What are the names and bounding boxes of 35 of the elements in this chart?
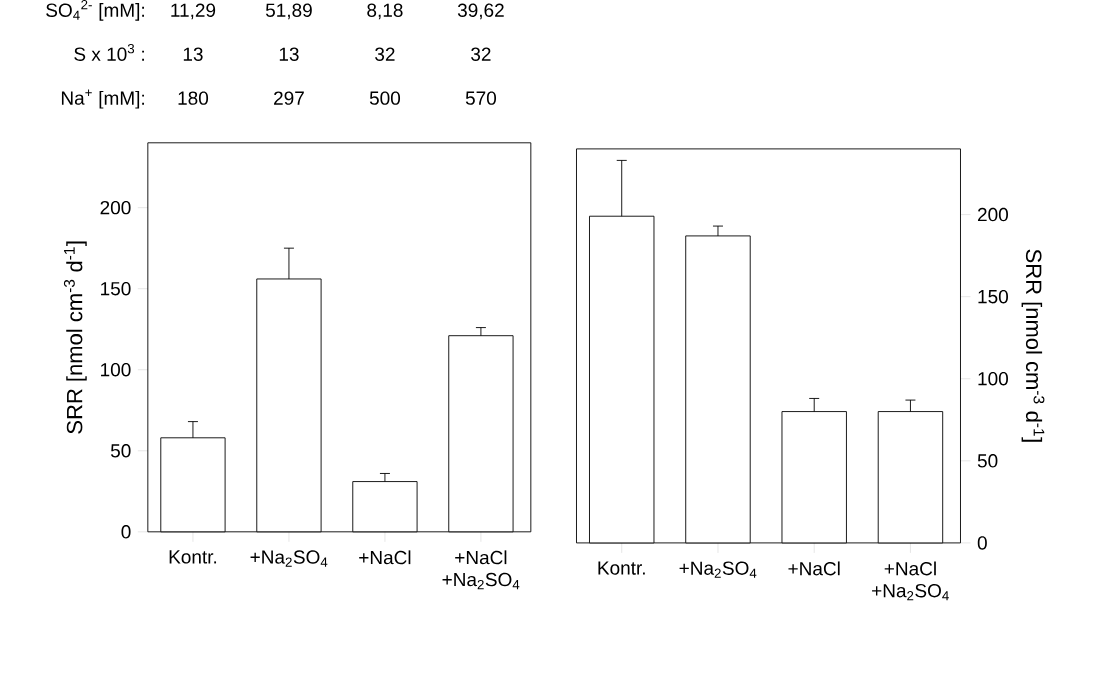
y-tick-label: 0	[977, 536, 987, 550]
x-tick-label: Kontr.	[169, 550, 217, 564]
x-tick-label: +Na$_{2}$SO$_{4}$	[679, 561, 757, 578]
text: 500	[369, 91, 401, 106]
y-tick-label: 100	[978, 372, 1008, 386]
text: 13	[279, 47, 299, 62]
y-tick-label: 0	[121, 525, 131, 539]
x-tick-label: +NaCl +Na$_{2}$SO$_{4}$	[442, 550, 520, 590]
text: SO$_{4}$$^{2-}$ [mM]:	[46, 0, 144, 21]
y-axis-title: SRR [nmol cm$^{-3}$ d$^{-1}$]	[63, 241, 87, 434]
text: 51,89	[265, 3, 312, 20]
y-tick-label: 150	[101, 282, 131, 296]
x-tick-label: +NaCl +Na$_{2}$SO$_{4}$	[872, 561, 949, 601]
text: 32	[375, 47, 395, 62]
text: 13	[183, 47, 203, 62]
text: 297	[274, 91, 304, 106]
y-tick-label: 150	[978, 290, 1008, 304]
text: S x 10$^{3}$ :	[74, 44, 144, 62]
text: 11,29	[171, 3, 216, 20]
y-tick-label: 50	[110, 444, 131, 458]
y-tick-label: 50	[977, 454, 998, 468]
text: 180	[178, 91, 209, 106]
x-tick-label: Kontr.	[598, 561, 645, 575]
y-tick-label: 200	[977, 208, 1008, 222]
text: 8,18	[367, 3, 403, 20]
text: Na$^{+}$ [mM]:	[61, 89, 144, 109]
x-tick-label: +NaCl	[788, 561, 840, 576]
text: 32	[471, 47, 491, 62]
text: 39,62	[457, 3, 504, 20]
text: 570	[465, 91, 497, 106]
y-tick-label: 200	[100, 201, 131, 215]
x-tick-label: +Na$_{2}$SO$_{4}$	[250, 550, 328, 567]
y-axis-title: SRR [nmol cm$^{-3}$ d$^{-1}$]	[1021, 249, 1045, 442]
x-tick-label: +NaCl	[359, 550, 411, 565]
y-tick-label: 100	[101, 363, 131, 377]
